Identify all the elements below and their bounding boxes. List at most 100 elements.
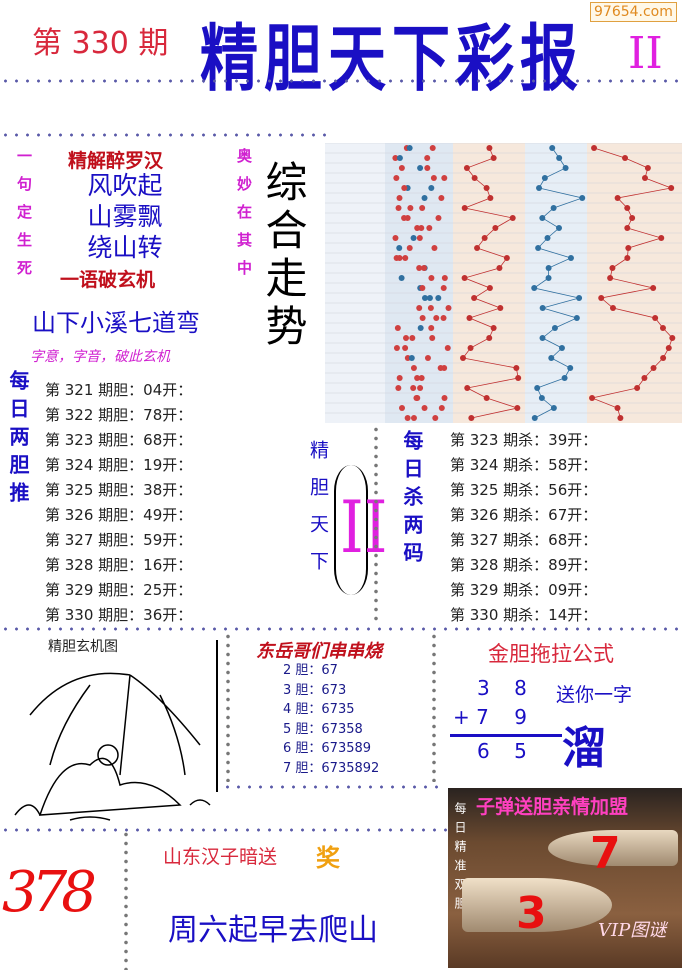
trend-point	[652, 315, 659, 321]
trend-point	[668, 185, 675, 191]
trend-point	[445, 305, 452, 311]
trend-point	[497, 305, 504, 311]
trend-point	[490, 155, 497, 161]
divider	[224, 632, 232, 782]
divider	[0, 626, 682, 632]
skewer-row: 7 胆：6735892	[283, 760, 380, 776]
trend-line	[590, 147, 673, 419]
gift-char: 溜	[562, 723, 606, 774]
trend-point	[622, 155, 629, 161]
bullet-shape	[462, 878, 612, 932]
skewers-title: 东岳哥们串串烧	[256, 641, 382, 662]
trend-point	[614, 195, 621, 201]
bile-row: 第 329 期胆：25开：	[45, 581, 193, 599]
trend-point	[401, 215, 408, 221]
formula-title: 金胆拖拉公式	[488, 642, 614, 666]
trend-point	[634, 385, 641, 391]
trend-point	[538, 395, 545, 401]
plus-sign: +	[453, 705, 470, 729]
trend-point	[496, 265, 503, 271]
kill-row: 第 329 期杀：09开：	[450, 581, 598, 599]
center-mark-label: 精胆天下	[307, 440, 329, 588]
trend-point	[402, 345, 409, 351]
bullet-number-7: 7	[590, 828, 621, 879]
divider	[0, 132, 330, 138]
bile-row: 第 323 期胆：68开：	[45, 431, 193, 449]
trend-point	[410, 235, 417, 241]
trend-point	[541, 175, 548, 181]
trend-point	[544, 235, 551, 241]
center-numeral: II	[340, 486, 388, 570]
trend-point	[641, 375, 648, 381]
trend-point	[614, 405, 621, 411]
trend-point	[486, 285, 493, 291]
trend-point	[536, 185, 543, 191]
trend-point	[561, 375, 568, 381]
ink-drawing-image	[14, 672, 211, 821]
digit: 9	[514, 705, 528, 729]
trend-point	[428, 185, 435, 191]
trend-point	[548, 355, 555, 361]
trend-point	[492, 225, 499, 231]
trend-point	[555, 225, 562, 231]
trend-point	[539, 305, 546, 311]
trend-point	[513, 365, 520, 371]
trend-point	[424, 355, 431, 361]
trend-point	[624, 225, 631, 231]
handwritten-number: 378	[2, 860, 97, 925]
trend-point	[531, 285, 538, 291]
trend-point	[403, 335, 410, 341]
trend-point	[408, 355, 415, 361]
trend-point	[461, 205, 468, 211]
trend-point	[392, 235, 399, 241]
trend-point	[410, 385, 417, 391]
divider	[122, 830, 130, 970]
trend-point	[481, 235, 488, 241]
trend-point	[625, 245, 632, 251]
trend-point	[463, 165, 470, 171]
riddle-lines: 风吹起 山雾飘 绕山转	[70, 170, 180, 263]
trend-point	[416, 265, 423, 271]
trend-point	[531, 415, 538, 421]
trend-label: 综合走势	[259, 160, 308, 352]
trend-point	[509, 215, 516, 221]
bracket	[334, 465, 368, 595]
page-title: 精胆天下彩报	[200, 16, 585, 102]
signature: VIP图谜	[598, 920, 667, 941]
bile-row: 第 324 期胆：19开：	[45, 456, 193, 474]
trend-point	[550, 405, 557, 411]
skewer-row: 4 胆：6735	[283, 702, 355, 717]
trend-point	[407, 205, 414, 211]
trend-point	[539, 335, 546, 341]
trend-point	[471, 175, 478, 181]
bullet-panel: 子弹送胆亲情加盟 每日精准双胆 7 3 VIP图谜	[448, 788, 682, 968]
trend-point	[396, 155, 403, 161]
trend-point	[438, 405, 445, 411]
trend-point	[545, 265, 552, 271]
riddle-footer: 一语破玄机	[60, 269, 156, 291]
trend-point	[419, 285, 426, 291]
trend-point	[392, 155, 399, 161]
trend-point	[650, 285, 657, 291]
trend-point	[474, 245, 481, 251]
trend-line	[533, 147, 584, 419]
mystery-picture-label: 精胆玄机图	[48, 639, 118, 655]
trend-point	[490, 325, 497, 331]
trend-point	[607, 275, 614, 281]
trend-point	[424, 155, 431, 161]
trend-point	[421, 195, 428, 201]
kill-row: 第 330 期杀：14开：	[450, 606, 598, 624]
trend-point	[441, 365, 448, 371]
divider	[216, 640, 218, 792]
trend-point	[432, 415, 439, 421]
formula: 3 8 + 7 9 6 5	[450, 674, 562, 766]
trend-point	[428, 325, 435, 331]
riddle-hint: 字意，字音，破此玄机	[30, 349, 170, 365]
shandong-title: 山东汉子暗送	[163, 846, 278, 868]
trend-point	[398, 165, 405, 171]
trend-point	[404, 415, 411, 421]
bullet-title: 子弹送胆亲情加盟	[476, 796, 629, 818]
trend-point	[650, 365, 657, 371]
trend-point	[417, 385, 424, 391]
trend-point	[441, 275, 448, 281]
